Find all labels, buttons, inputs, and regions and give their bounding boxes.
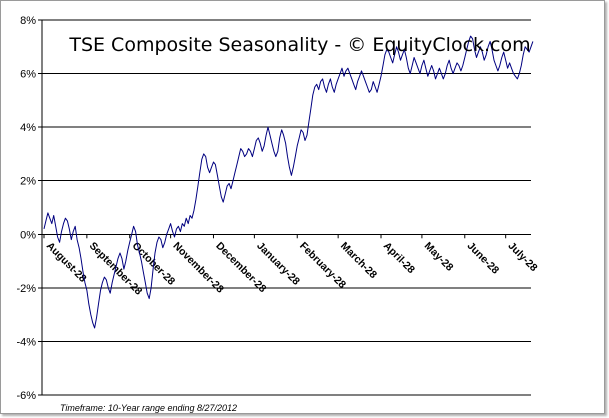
y-tick-label: 0% <box>20 229 36 241</box>
x-tick-label: July-28 <box>506 240 540 274</box>
y-tick-label: 8% <box>20 15 36 27</box>
x-tick-label: May-28 <box>422 240 456 274</box>
x-tick-label: June-28 <box>465 240 502 277</box>
y-tick-label: -2% <box>16 283 36 295</box>
y-tick-labels: -6% -4% -2% 0% 2% 4% 6% 8% <box>16 15 36 402</box>
chart-title: TSE Composite Seasonality - © EquityCloc… <box>68 34 530 56</box>
y-tick-label: -4% <box>16 336 36 348</box>
y-tick-label: 2% <box>20 176 36 188</box>
y-tick-label: 4% <box>20 122 36 134</box>
gridlines <box>38 19 531 396</box>
chart-footnote: Timeframe: 10-Year range ending 8/27/201… <box>60 403 237 413</box>
y-tick-label: -6% <box>16 390 36 402</box>
series-line <box>43 35 534 329</box>
y-tick-label: 6% <box>20 69 36 81</box>
series-layer <box>43 35 534 329</box>
x-tick-label: March-28 <box>338 240 379 281</box>
x-tick-label: April-28 <box>381 240 417 276</box>
